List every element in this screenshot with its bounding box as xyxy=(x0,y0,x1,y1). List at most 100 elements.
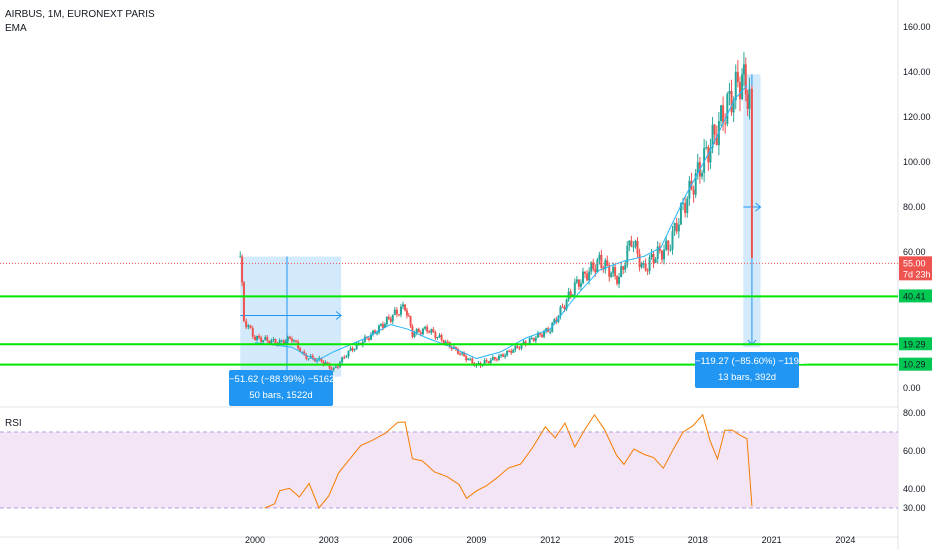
candle-body[interactable] xyxy=(334,366,337,368)
candle-body[interactable] xyxy=(606,260,609,266)
candle-body[interactable] xyxy=(722,105,725,124)
candle-body[interactable] xyxy=(402,304,405,307)
candle-body[interactable] xyxy=(596,259,599,273)
ema-indicator-label[interactable]: EMA xyxy=(5,23,27,34)
candle-body[interactable] xyxy=(579,283,582,287)
candle-body[interactable] xyxy=(626,245,629,265)
candle-body[interactable] xyxy=(582,271,584,284)
candle-body[interactable] xyxy=(471,358,474,364)
candle-body[interactable] xyxy=(750,88,753,258)
candle-body[interactable] xyxy=(667,240,670,250)
candle-body[interactable] xyxy=(528,338,531,344)
candle-body[interactable] xyxy=(260,337,263,343)
measure-box-2[interactable]: −119.27 (−85.60%) −11927 13 bars, 392d xyxy=(695,352,810,388)
candle-body[interactable] xyxy=(247,325,250,328)
candle-body[interactable] xyxy=(497,355,500,360)
candle-body[interactable] xyxy=(692,189,695,195)
candle-body[interactable] xyxy=(506,350,509,356)
candle-body[interactable] xyxy=(686,198,689,213)
candle-body[interactable] xyxy=(299,348,302,353)
candle-body[interactable] xyxy=(426,326,429,332)
candle-body[interactable] xyxy=(491,357,494,360)
candle-body[interactable] xyxy=(245,321,248,328)
candle-body[interactable] xyxy=(569,291,572,296)
candle-body[interactable] xyxy=(616,276,619,284)
candle-body[interactable] xyxy=(748,88,751,109)
candle-body[interactable] xyxy=(598,254,601,260)
candle-body[interactable] xyxy=(701,172,704,177)
candle-body[interactable] xyxy=(286,336,289,342)
candle-body[interactable] xyxy=(409,316,412,326)
candle-body[interactable] xyxy=(679,203,682,225)
candle-body[interactable] xyxy=(512,349,515,353)
candle-body[interactable] xyxy=(630,240,633,247)
measure-rect-1[interactable] xyxy=(240,256,342,377)
candle-body[interactable] xyxy=(307,358,310,360)
candle-body[interactable] xyxy=(385,317,388,325)
candle-body[interactable] xyxy=(502,354,505,357)
candle-body[interactable] xyxy=(545,328,548,332)
candle-body[interactable] xyxy=(734,71,737,101)
candle-body[interactable] xyxy=(652,254,655,264)
candle-body[interactable] xyxy=(381,324,384,328)
candle-body[interactable] xyxy=(405,310,408,316)
candle-body[interactable] xyxy=(573,282,576,295)
candle-body[interactable] xyxy=(640,263,643,268)
candle-body[interactable] xyxy=(463,352,466,357)
candle-body[interactable] xyxy=(656,246,659,259)
candle-body[interactable] xyxy=(612,266,615,274)
candle-body[interactable] xyxy=(642,263,645,265)
candle-body[interactable] xyxy=(465,356,468,361)
candle-body[interactable] xyxy=(592,262,595,269)
candle-body[interactable] xyxy=(442,339,445,344)
candle-body[interactable] xyxy=(624,264,627,270)
candle-body[interactable] xyxy=(538,332,541,335)
candle-body[interactable] xyxy=(266,337,269,341)
candle-body[interactable] xyxy=(532,337,535,341)
candle-body[interactable] xyxy=(377,325,380,333)
candle-body[interactable] xyxy=(383,324,386,328)
candle-body[interactable] xyxy=(565,299,568,309)
candle-body[interactable] xyxy=(404,304,407,311)
candle-body[interactable] xyxy=(454,346,457,349)
candle-body[interactable] xyxy=(628,240,631,246)
candle-body[interactable] xyxy=(728,90,731,94)
candle-body[interactable] xyxy=(251,328,254,337)
candle-body[interactable] xyxy=(671,231,674,250)
candle-body[interactable] xyxy=(586,273,589,281)
candle-body[interactable] xyxy=(524,341,527,345)
candle-body[interactable] xyxy=(516,345,519,348)
candle-body[interactable] xyxy=(318,358,321,360)
candle-body[interactable] xyxy=(430,329,433,333)
candle-body[interactable] xyxy=(440,335,443,340)
candle-body[interactable] xyxy=(407,315,410,317)
candle-body[interactable] xyxy=(434,332,437,339)
candle-body[interactable] xyxy=(363,336,366,342)
candle-body[interactable] xyxy=(561,306,564,308)
rsi-line[interactable] xyxy=(264,413,753,509)
candle-body[interactable] xyxy=(274,339,277,344)
candle-body[interactable] xyxy=(534,337,537,341)
candle-body[interactable] xyxy=(563,306,566,309)
candle-body[interactable] xyxy=(705,147,708,149)
candle-body[interactable] xyxy=(696,162,699,174)
candle-body[interactable] xyxy=(575,279,578,283)
candle-body[interactable] xyxy=(292,340,295,342)
candle-body[interactable] xyxy=(559,306,562,317)
candle-body[interactable] xyxy=(741,74,744,100)
candle-body[interactable] xyxy=(370,334,373,340)
candle-body[interactable] xyxy=(622,266,625,270)
candle-body[interactable] xyxy=(242,282,245,322)
candle-body[interactable] xyxy=(332,367,335,370)
candle-body[interactable] xyxy=(270,340,273,344)
candle-body[interactable] xyxy=(632,246,635,248)
candle-body[interactable] xyxy=(590,262,593,272)
candle-body[interactable] xyxy=(675,222,678,232)
candle-body[interactable] xyxy=(320,358,323,362)
candle-body[interactable] xyxy=(594,268,597,273)
candle-body[interactable] xyxy=(577,279,580,287)
candle-body[interactable] xyxy=(571,294,574,296)
candle-body[interactable] xyxy=(610,273,613,277)
